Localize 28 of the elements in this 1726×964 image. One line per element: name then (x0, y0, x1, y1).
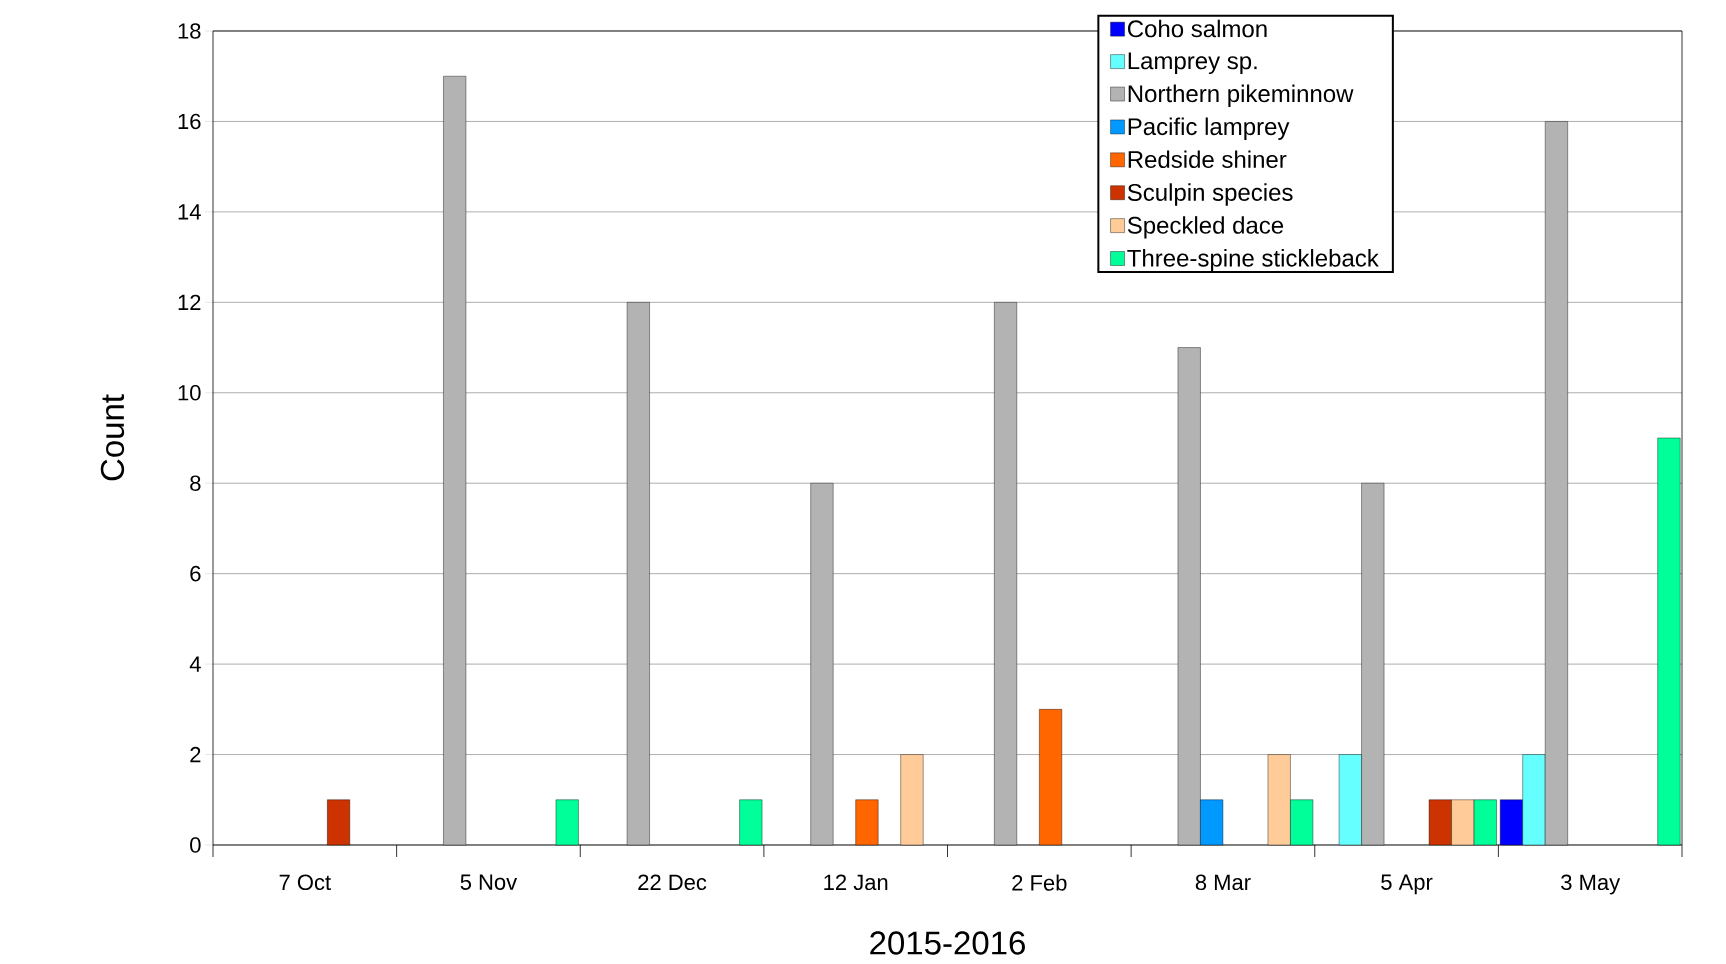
legend-label: Three-spine stickleback (1127, 249, 1379, 272)
y-tick-label: 2 (190, 746, 201, 763)
x-axis-title: 2015-2016 (870, 931, 1025, 955)
x-tick-label: 7 Oct (279, 874, 331, 891)
legend-label: Pacific lamprey (1128, 117, 1290, 140)
y-tick-label: 4 (189, 656, 201, 672)
y-tick-label: 18 (178, 23, 201, 39)
legend-label: Redside shiner (1128, 150, 1287, 169)
x-tick-label: 5 Apr (1381, 874, 1433, 895)
legend-label: Northern pikeminnow (1128, 84, 1354, 107)
y-tick-label: 6 (190, 565, 201, 582)
y-tick-label: 8 (190, 475, 201, 492)
y-tick-label: 14 (178, 204, 201, 220)
x-tick-label: 8 Mar (1195, 874, 1251, 891)
y-tick-label: 12 (178, 294, 201, 311)
x-tick-label: 22 Dec (638, 874, 707, 891)
y-tick-label: 0 (190, 837, 201, 853)
y-tick-label: 10 (178, 384, 201, 401)
legend-label: Lamprey sp. (1128, 52, 1257, 75)
x-tick-label: 2 Feb (1012, 874, 1067, 891)
legend-label: Speckled dace (1127, 216, 1284, 239)
x-tick-label: 12 Jan (824, 874, 888, 891)
x-tick-label: 5 Nov (460, 874, 518, 890)
y-axis-title: Count (100, 394, 125, 481)
legend-label: Coho salmon (1127, 19, 1267, 38)
legend-label: Sculpin species (1127, 183, 1293, 206)
y-tick-label: 16 (178, 113, 201, 130)
x-tick-label: 3 May (1561, 874, 1621, 895)
